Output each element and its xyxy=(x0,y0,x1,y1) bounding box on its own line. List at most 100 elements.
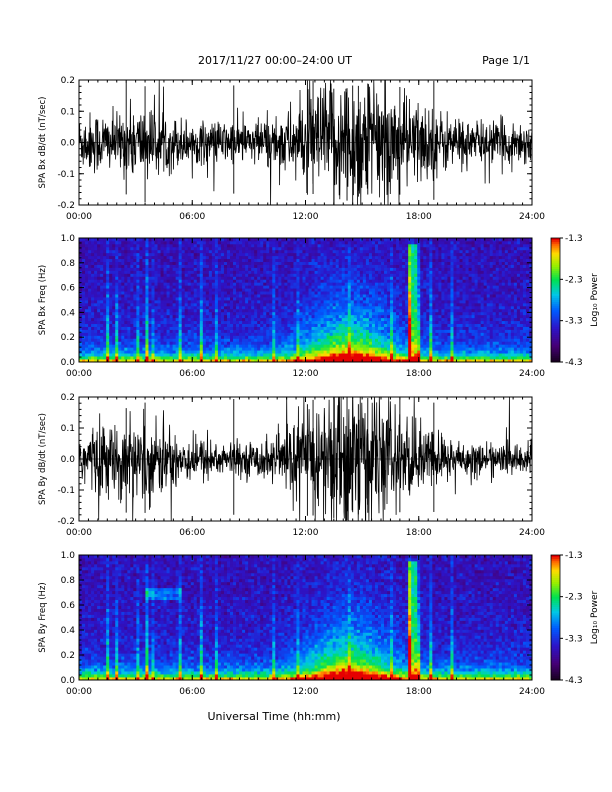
spectrogram-cell xyxy=(359,323,364,327)
spectrogram-cell xyxy=(211,252,216,257)
spectrogram-cell xyxy=(91,320,95,325)
spectrogram-cell xyxy=(187,326,192,330)
spectrogram-cell xyxy=(248,344,252,348)
spectrogram-cell xyxy=(402,308,406,313)
spectrogram-cell xyxy=(169,285,174,289)
spectrogram-cell xyxy=(399,291,403,295)
spectrogram-cell xyxy=(414,332,418,336)
spectrogram-cell xyxy=(202,314,207,319)
spectrogram-cell xyxy=(305,338,309,342)
spectrogram-cell xyxy=(350,300,355,304)
spectrogram-cell xyxy=(254,305,258,310)
spectrogram-cell xyxy=(85,273,89,277)
spectrogram-cell xyxy=(362,276,367,280)
spectrogram-cell xyxy=(220,294,225,298)
spectrogram-cell xyxy=(381,276,385,280)
spectrogram-cell xyxy=(314,350,318,354)
spectrogram-cell xyxy=(381,350,385,354)
spectrogram-cell xyxy=(142,243,146,248)
spectrogram-cell xyxy=(402,356,406,360)
panel-1-y-label: SPA Bx dB/dt (nT/sec) xyxy=(38,97,48,189)
spectrogram-cell xyxy=(293,297,297,301)
spectrogram-cell xyxy=(353,305,358,310)
spectrogram-cell xyxy=(272,258,276,263)
spectrogram-cell xyxy=(160,291,164,295)
spectrogram-cell xyxy=(136,300,140,304)
spectrogram-cell xyxy=(124,261,128,265)
spectrogram-cell xyxy=(242,314,246,319)
spectrogram-cell xyxy=(233,320,237,325)
spectrogram-cell xyxy=(239,311,243,316)
spectrogram-cell xyxy=(124,341,128,345)
spectrogram-cell xyxy=(311,359,315,363)
spectrogram-cell xyxy=(178,243,183,248)
spectrogram-cell xyxy=(269,249,273,254)
spectrogram-cell xyxy=(384,353,388,357)
spectrogram-cell xyxy=(230,300,234,304)
spectrogram-cell xyxy=(293,308,297,313)
spectrogram-cell xyxy=(166,353,170,357)
spectrogram-cell xyxy=(193,332,198,336)
spectrogram-cell xyxy=(278,350,282,354)
spectrogram-cell xyxy=(133,311,137,316)
spectrogram-cell xyxy=(139,305,143,310)
spectrogram-cell xyxy=(133,246,137,251)
spectrogram-cell xyxy=(405,359,409,363)
spectrogram-cell xyxy=(251,273,255,277)
spectrogram-cell xyxy=(163,270,167,274)
spectrogram-cell xyxy=(115,267,119,271)
spectrogram-cell xyxy=(196,267,201,271)
spectrogram-cell xyxy=(420,246,424,251)
spectrogram-cell xyxy=(335,338,340,342)
spectrogram-cell xyxy=(109,255,113,260)
spectrogram-cell xyxy=(278,356,282,360)
spectrogram-cell xyxy=(402,294,406,298)
spectrogram-cell xyxy=(187,311,192,316)
spectrogram-cell xyxy=(112,288,116,292)
spectrogram-cell xyxy=(211,338,216,342)
spectrogram-cell xyxy=(124,270,128,274)
spectrogram-cell xyxy=(254,258,258,263)
spectrogram-cell xyxy=(323,243,328,248)
spectrogram-cell xyxy=(408,305,412,310)
spectrogram-cell xyxy=(106,338,110,342)
spectrogram-cell xyxy=(368,302,373,307)
spectrogram-cell xyxy=(202,356,207,360)
spectrogram-cell xyxy=(88,255,92,260)
spectrogram-cell xyxy=(251,261,255,265)
spectrogram-cell xyxy=(157,255,161,260)
spectrogram-cell xyxy=(211,270,216,274)
spectrogram-cell xyxy=(121,258,125,263)
spectrogram-cell xyxy=(226,270,231,274)
spectrogram-cell xyxy=(169,326,174,330)
spectrogram-cell xyxy=(257,302,261,307)
spectrogram-cell xyxy=(263,323,267,327)
spectrogram-cell xyxy=(106,308,110,313)
spectrogram-cell xyxy=(133,258,137,263)
spectrogram-cell xyxy=(223,332,228,336)
spectrogram-cell xyxy=(202,252,207,257)
spectrogram-cell xyxy=(350,276,355,280)
spectrogram-cell xyxy=(230,294,234,298)
spectrogram-cell xyxy=(121,246,125,251)
spectrogram-cell xyxy=(387,320,391,325)
spectrogram-cell xyxy=(353,246,358,251)
spectrogram-cell xyxy=(109,261,113,265)
spectrogram-cell xyxy=(371,246,376,251)
spectrogram-cell xyxy=(248,347,252,351)
spectrogram-cell xyxy=(88,314,92,319)
spectrogram-cell xyxy=(154,240,158,245)
spectrogram-cell xyxy=(338,302,343,307)
spectrogram-cell xyxy=(411,270,415,274)
spectrogram-cell xyxy=(320,326,325,330)
spectrogram-cell xyxy=(293,329,297,333)
spectrogram-cell xyxy=(272,267,276,271)
spectrogram-cell xyxy=(220,353,225,357)
spectrogram-cell xyxy=(175,249,180,254)
spectrogram-cell xyxy=(299,332,303,336)
spectrogram-cell xyxy=(163,246,167,251)
spectrogram-cell xyxy=(115,326,119,330)
spectrogram-cell xyxy=(284,356,288,360)
spectrogram-cell xyxy=(296,323,300,327)
spectrogram-cell xyxy=(275,270,279,274)
